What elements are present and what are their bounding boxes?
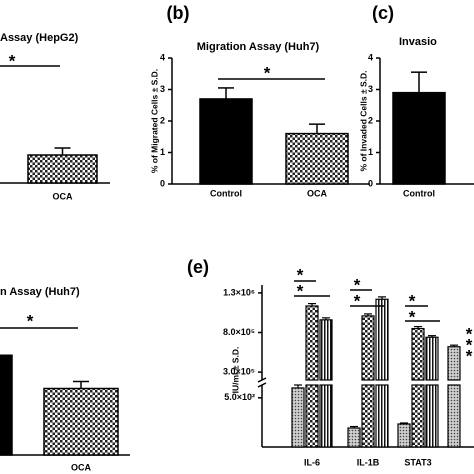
y-tick-label: 2	[160, 115, 165, 125]
bar	[397, 423, 411, 448]
x-tick-label: STAT3	[404, 457, 431, 467]
x-tick-label: OCA	[71, 462, 92, 472]
bar-lower-part	[375, 384, 389, 448]
significance-star: *	[466, 335, 473, 354]
y-axis-label: % of Invaded Cells ± S.D.	[358, 70, 368, 171]
bar	[392, 91, 446, 185]
bar-upper-part	[425, 336, 439, 381]
significance-star: *	[264, 63, 271, 82]
bar	[291, 387, 305, 448]
chart-title: Invasio	[399, 36, 437, 48]
significance-star: *	[297, 265, 304, 284]
bar-upper-part	[319, 319, 333, 381]
bar-upper-part	[375, 298, 389, 381]
bar-lower-part	[305, 384, 319, 448]
y-axis-label: % of Migrated Cells ± S.D.	[149, 69, 159, 173]
bar-upper-part	[361, 315, 375, 381]
chart-title: n Assay (Huh7)	[0, 286, 80, 298]
bar-lower-part	[411, 384, 425, 448]
y-tick-label: 3	[368, 84, 373, 94]
bar	[27, 154, 98, 184]
significance-star: *	[466, 324, 473, 343]
bar-lower-part	[425, 384, 439, 448]
bar	[0, 354, 13, 456]
x-tick-label: OCA	[307, 188, 328, 198]
x-tick-label: IL-1B	[357, 457, 380, 467]
y-tick-label: 1.3×10⁶	[223, 287, 255, 297]
significance-star: *	[466, 346, 473, 365]
y-tick-label: 3.0×10⁵	[223, 366, 255, 376]
y-tick-label: 1	[160, 147, 165, 157]
significance-star: *	[297, 281, 304, 300]
y-tick-label: 2	[368, 115, 373, 125]
bar	[199, 98, 253, 185]
x-tick-label: Control	[403, 188, 435, 198]
significance-star: *	[27, 311, 34, 330]
significance-star: *	[409, 307, 416, 326]
y-tick-label: 3	[160, 84, 165, 94]
y-tick-label: 4	[160, 52, 165, 62]
x-tick-label: Control	[210, 188, 242, 198]
significance-star: *	[409, 291, 416, 310]
y-tick-label: 1	[368, 147, 373, 157]
bar-lower-part	[319, 384, 333, 448]
bar	[285, 132, 349, 185]
y-tick-label: 8.0×10⁵	[223, 327, 255, 337]
panel-label: (b)	[167, 3, 190, 23]
bar-upper-part	[447, 346, 461, 381]
y-tick-label: 0	[160, 178, 165, 188]
bar-lower-part	[361, 384, 375, 448]
bar-upper-part	[305, 305, 319, 381]
panel-label: (e)	[187, 257, 209, 277]
panel-label: (c)	[372, 3, 394, 23]
y-tick-label: 5.0×10²	[224, 392, 255, 402]
bar-upper-part	[411, 327, 425, 381]
chart-title: Migration Assay (Huh7)	[197, 41, 320, 53]
bar	[43, 387, 119, 456]
y-tick-label: 4	[368, 52, 373, 62]
y-tick-label: 0	[368, 178, 373, 188]
y-axis-label: IU/ml ± S.D.	[230, 347, 240, 394]
axis-break	[257, 377, 267, 383]
significance-star: *	[354, 275, 361, 294]
axis-break	[257, 382, 267, 388]
chart-title: Assay (HepG2)	[0, 32, 79, 44]
significance-star: *	[354, 291, 361, 310]
x-tick-label: OCA	[53, 191, 74, 201]
bar-lower-part	[447, 384, 461, 448]
x-tick-label: IL-6	[304, 457, 320, 467]
significance-star: *	[9, 51, 16, 70]
bar	[347, 427, 361, 448]
